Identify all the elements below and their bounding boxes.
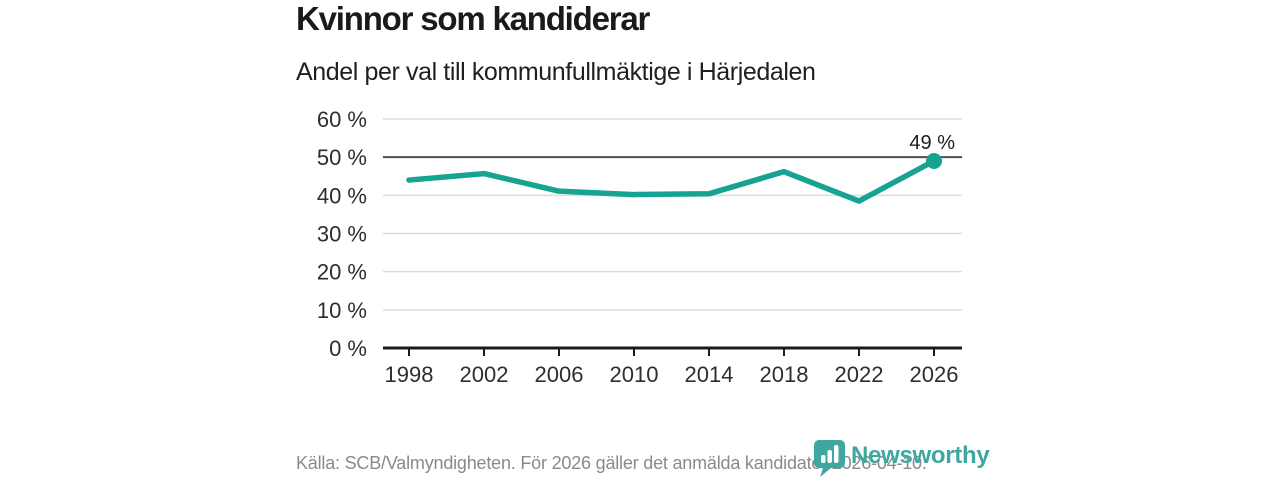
x-tick-label: 1998 — [385, 362, 434, 387]
y-tick-label: 40 % — [317, 183, 367, 208]
y-tick-label: 30 % — [317, 222, 367, 247]
y-tick-label: 50 % — [317, 145, 367, 170]
end-point-marker — [926, 152, 942, 169]
source-note: Källa: SCB/Valmyndigheten. För 2026 gäll… — [296, 453, 927, 473]
x-tick-label: 2002 — [460, 362, 509, 387]
newsworthy-logo: Newsworthy — [813, 439, 990, 477]
end-point-label: 49 % — [909, 132, 955, 154]
x-tick-label: 2022 — [835, 362, 884, 387]
x-tick-label: 2010 — [610, 362, 659, 387]
x-tick-label: 2026 — [910, 362, 959, 387]
y-tick-label: 20 % — [317, 260, 367, 285]
y-tick-label: 0 % — [329, 336, 367, 361]
line-chart: 0 % 10 % 20 % 30 % 40 % 50 % 60 % 1998 2002 2006 2… — [317, 107, 962, 387]
x-tick-label: 2014 — [685, 362, 734, 387]
newsworthy-logo-text: Newsworthy — [851, 442, 990, 469]
newsworthy-logo-icon — [814, 440, 845, 477]
chart-title: Kvinnor som kandiderar — [296, 0, 650, 37]
chart-subtitle: Andel per val till kommunfullmäktige i H… — [296, 58, 816, 86]
x-tick-label: 2018 — [760, 362, 809, 387]
y-tick-label: 10 % — [317, 298, 367, 323]
data-line — [406, 158, 937, 204]
x-tick-label: 2006 — [535, 362, 584, 387]
y-tick-label: 60 % — [317, 107, 367, 132]
